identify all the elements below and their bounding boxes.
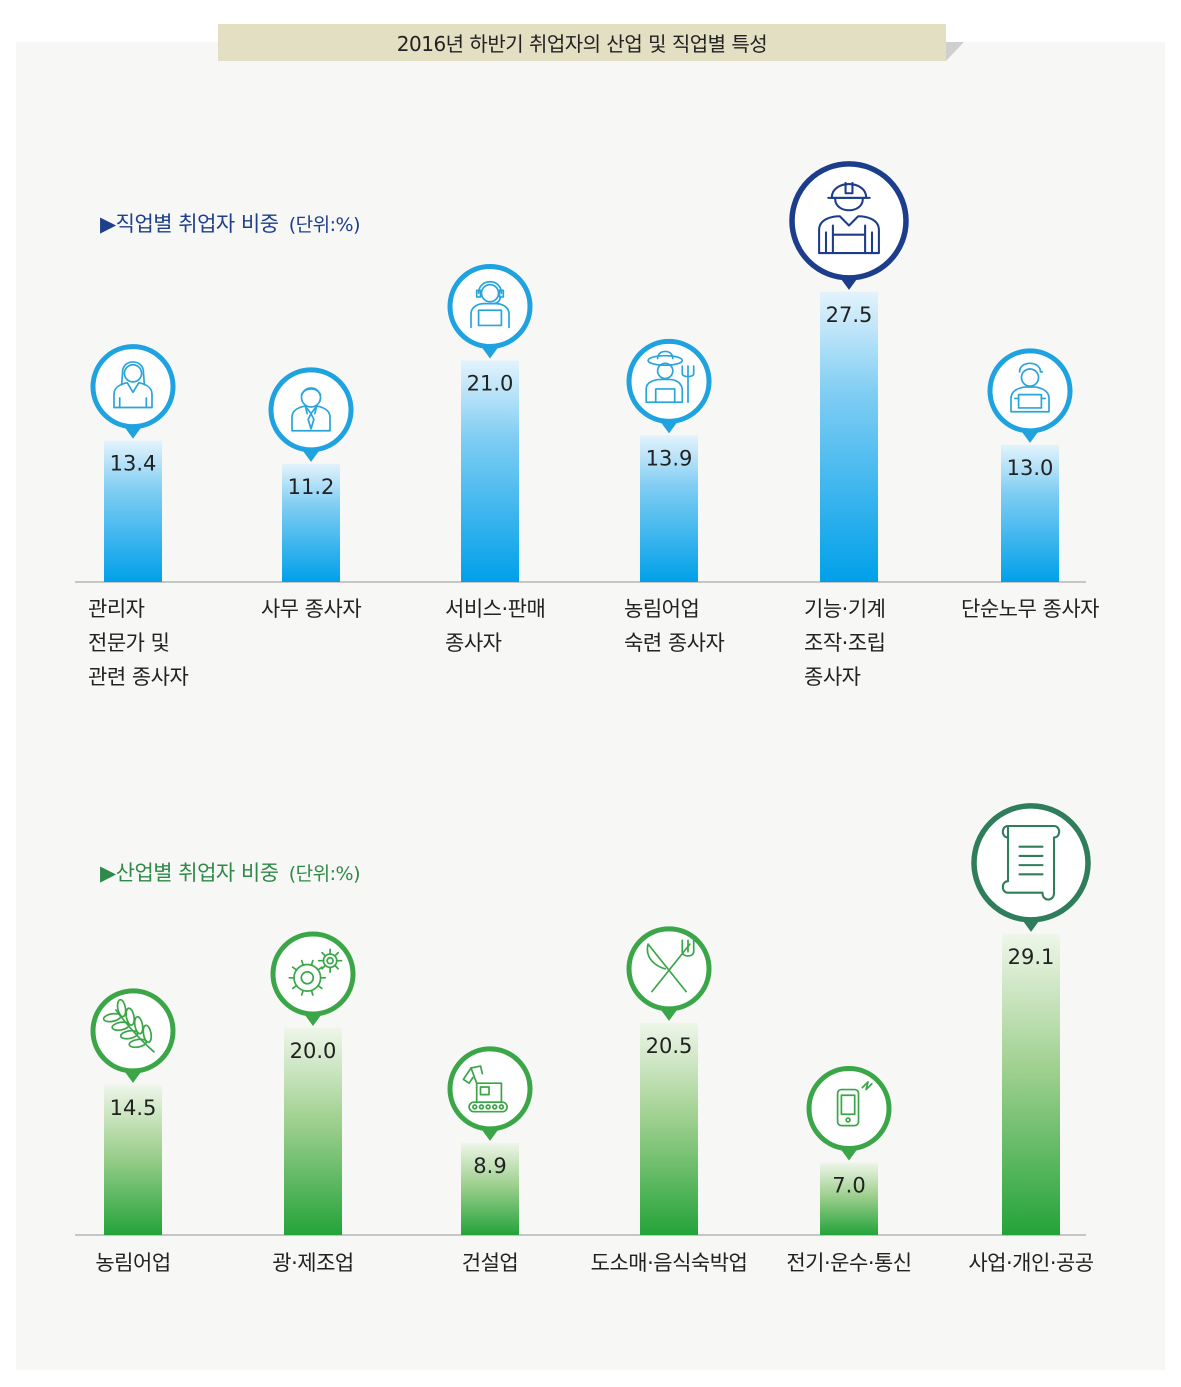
excavator-icon	[462, 1065, 508, 1113]
category-label: 사무 종사자	[260, 597, 362, 621]
industry-title-text: 산업별 취업자 비중	[115, 861, 279, 885]
bar	[1001, 444, 1059, 582]
bar	[461, 360, 519, 582]
data-label: 8.9	[473, 1154, 506, 1178]
category-label: 광·제조업	[272, 1251, 354, 1275]
phone-icon	[836, 1081, 873, 1127]
laborer-icon	[1010, 362, 1050, 413]
marker	[90, 344, 176, 439]
gears-icon	[288, 948, 343, 996]
industry-unit: (단위:%)	[288, 863, 361, 885]
bar	[640, 1022, 698, 1235]
bar	[104, 440, 162, 582]
category-label: 농림어업	[95, 1251, 171, 1275]
marker	[626, 926, 712, 1021]
bar	[1002, 933, 1060, 1235]
data-label: 20.5	[646, 1034, 693, 1058]
bar	[640, 435, 698, 582]
banner-fold	[946, 42, 964, 61]
category-label: 서비스·판매 종사자	[445, 597, 546, 655]
category-label: 사업·개인·공공	[968, 1251, 1094, 1275]
occupation-chart: 13.4 11.2 21.0 13.9 27.5 13.0	[75, 161, 1086, 583]
occupation-chart-title: ▶직업별 취업자 비중 (단위:%)	[100, 212, 361, 236]
marker	[270, 931, 356, 1026]
bar	[461, 1142, 519, 1235]
marker	[789, 161, 909, 290]
data-label: 7.0	[832, 1174, 865, 1198]
marker	[268, 367, 354, 462]
data-label: 11.2	[288, 475, 335, 499]
data-label: 20.0	[290, 1039, 337, 1063]
industry-chart-title: ▶산업별 취업자 비중 (단위:%)	[100, 861, 361, 885]
data-label: 13.0	[1007, 456, 1054, 480]
occupation-title-text: 직업별 취업자 비중	[115, 212, 279, 236]
bar	[820, 291, 878, 582]
bar	[820, 1162, 878, 1235]
category-label: 단순노무 종사자	[961, 597, 1099, 621]
data-label: 13.4	[110, 452, 157, 476]
wheat-icon	[102, 998, 155, 1053]
marker	[971, 803, 1091, 932]
page-title: 2016년 하반기 취업자의 산업 및 직업별 특성	[218, 24, 946, 61]
data-label: 27.5	[826, 303, 873, 327]
bar	[282, 463, 340, 582]
industry-chart: 14.5 20.0 8.9 20.5 7.0 29.1	[75, 803, 1091, 1236]
marker	[447, 1046, 533, 1141]
fork-knife-icon	[646, 939, 695, 993]
marker	[987, 348, 1073, 443]
category-label: 관리자 전문가 및 관련 종사자	[88, 597, 189, 689]
marker	[806, 1066, 892, 1161]
chart-panel	[16, 42, 1165, 1370]
data-label: 21.0	[467, 371, 514, 395]
manager-woman-icon	[113, 361, 153, 409]
marker	[626, 338, 712, 434]
marker	[447, 263, 533, 359]
category-label: 도소매·음식숙박업	[590, 1251, 748, 1275]
office-worker-icon	[291, 387, 331, 432]
worker-helmet-icon	[818, 181, 880, 255]
bar	[284, 1028, 342, 1235]
occupation-unit: (단위:%)	[288, 214, 361, 236]
bar	[104, 1084, 162, 1235]
category-label: 기능·기계 조작·조립 종사자	[804, 597, 886, 689]
marker	[90, 988, 176, 1083]
farmer-icon	[645, 350, 695, 404]
data-label: 29.1	[1008, 945, 1055, 969]
scroll-document-icon	[1001, 824, 1061, 901]
data-label: 13.9	[646, 446, 693, 470]
service-headset-icon	[470, 280, 510, 329]
category-label: 농림어업 숙련 종사자	[624, 597, 725, 655]
category-label: 건설업	[461, 1251, 519, 1275]
data-label: 14.5	[110, 1096, 157, 1120]
category-label: 전기·운수·통신	[786, 1251, 912, 1275]
